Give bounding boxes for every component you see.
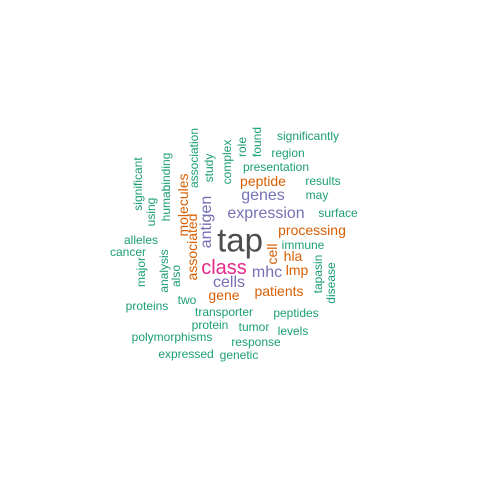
word-peptides: peptides [273,306,319,320]
word-protein: protein [191,318,229,332]
word-study: study [202,153,216,183]
word-complex: complex [220,139,234,185]
word-using: using [144,197,158,227]
word-processing: processing [278,222,346,238]
word-role: role [235,136,249,158]
word-proteins: proteins [125,299,169,313]
word-tap: tap [217,221,263,259]
word-cancer: cancer [109,245,147,259]
word-hla: hla [283,248,303,264]
word-presentation: presentation [242,160,310,174]
word-gene: gene [208,287,240,303]
word-may: may [305,188,329,202]
word-lmp: lmp [285,262,309,278]
word-patients: patients [254,283,304,299]
word-polymorphisms: polymorphisms [131,330,213,344]
word-peptide: peptide [240,173,286,189]
word-levels: levels [277,324,309,338]
word-immune: immune [281,238,325,252]
word-antigen: antigen [198,195,215,249]
word-expression: expression [227,205,305,222]
word-expressed: expressed [158,347,214,361]
word-genetic: genetic [219,348,259,362]
word-region: region [271,146,305,160]
word-also: also [169,264,183,288]
word-association: association [187,127,201,189]
word-major: major [134,256,148,288]
word-alleles: alleles [123,233,159,247]
word-class: class [201,257,247,279]
word-tumor: tumor [238,320,270,334]
word-significant: significant [131,157,145,211]
word-two: two [177,293,197,307]
word-binding: binding [159,152,173,192]
word-cell: cell [264,243,280,265]
word-transporter: transporter [194,305,254,319]
word-tapasin: tapasin [311,254,325,294]
word-found: found [250,126,264,158]
word-disease: disease [324,262,338,304]
word-significantly: significantly [276,129,340,143]
word-response: response [231,335,281,349]
word-mhc: mhc [251,264,283,281]
word-associated: associated [184,213,200,281]
word-genes: genes [241,187,285,204]
word-surface: surface [318,206,358,220]
word-cells: cells [212,274,246,291]
word-results: results [305,174,341,188]
